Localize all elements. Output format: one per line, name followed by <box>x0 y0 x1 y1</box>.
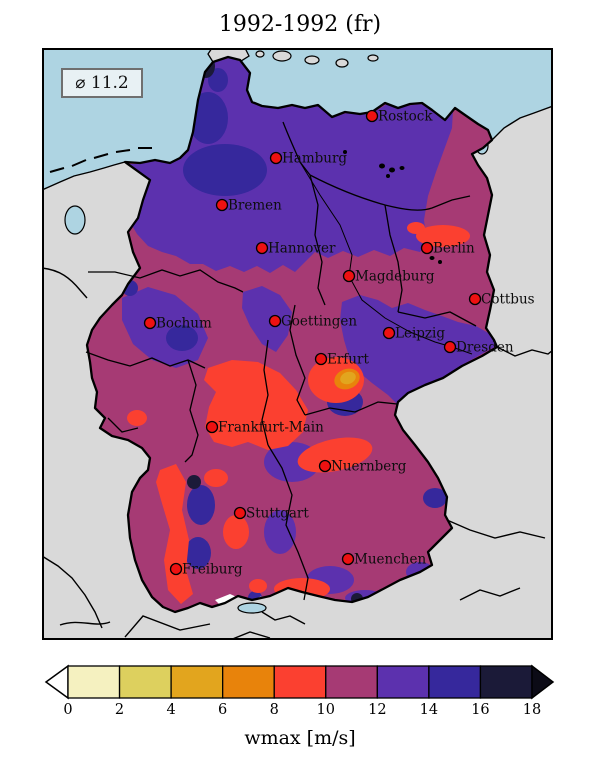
city-marker <box>443 340 457 354</box>
city-label: Leipzig <box>395 326 445 342</box>
axes-frame <box>42 48 553 640</box>
colorbar-segment <box>222 665 275 699</box>
city-label: Nuernberg <box>331 459 407 475</box>
city-marker <box>314 352 328 366</box>
colorbar <box>44 664 555 700</box>
city-marker <box>420 241 434 255</box>
colorbar-label: wmax [m/s] <box>244 727 356 749</box>
city-marker <box>468 292 482 306</box>
colorbar-segment <box>170 665 224 699</box>
city-marker <box>233 506 247 520</box>
city-marker <box>365 109 379 123</box>
colorbar-tick: 6 <box>218 702 228 718</box>
city-label: Berlin <box>433 241 475 257</box>
colorbar-segment <box>67 665 121 699</box>
city-marker <box>318 459 332 473</box>
neighbor-borders <box>42 267 553 640</box>
mecklenburg-lakes <box>343 150 442 264</box>
colorbar-tick: 10 <box>316 702 335 718</box>
city-label: Bremen <box>228 198 282 214</box>
mean-value-box: ⌀ 11.2 <box>61 68 143 98</box>
colorbar-segment <box>118 665 172 699</box>
lake-constance <box>237 602 267 614</box>
germany-wmax-contour-map: Rostock Hamburg Bremen Hannover Berlin Magdeb… <box>42 48 553 640</box>
city-label: Freiburg <box>182 562 243 578</box>
city-label: Magdeburg <box>355 269 435 285</box>
city-label: Goettingen <box>281 314 357 330</box>
city-label: Cottbus <box>481 292 535 308</box>
colorbar-segment <box>376 665 430 699</box>
city-label: Rostock <box>378 109 433 125</box>
city-marker <box>255 241 269 255</box>
colorbar-segment <box>273 665 327 699</box>
city-marker <box>143 316 157 330</box>
city-marker <box>269 151 283 165</box>
colorbar-tick: 12 <box>368 702 387 718</box>
colorbar-over-arrow <box>531 664 555 700</box>
city-marker <box>341 552 355 566</box>
colorbar-segment <box>428 665 482 699</box>
colorbar-segment <box>479 665 533 699</box>
city-marker <box>382 326 396 340</box>
city-marker <box>342 269 356 283</box>
colorbar-tick: 0 <box>63 702 73 718</box>
city-label: Hamburg <box>282 151 347 167</box>
ijsselmeer-lake <box>64 205 86 235</box>
city-marker <box>215 198 229 212</box>
city-marker <box>205 420 219 434</box>
colorbar-segment <box>325 665 378 699</box>
map-axes: Rostock Hamburg Bremen Hannover Berlin Magdeb… <box>42 48 553 640</box>
colorbar-tick: 4 <box>166 702 176 718</box>
city-label: Frankfurt-Main <box>218 420 324 436</box>
frisian-islands <box>49 147 152 173</box>
city-label: Dresden <box>456 340 514 356</box>
colorbar-under-arrow <box>44 664 69 700</box>
state-borders <box>85 121 477 601</box>
city-marker <box>268 314 282 328</box>
colorbar-tick: 2 <box>114 702 125 718</box>
city-markers: Rostock Hamburg Bremen Hannover Berlin Magdeb… <box>143 109 535 578</box>
city-label: Muenchen <box>354 552 426 568</box>
city-label: Hannover <box>268 241 336 257</box>
colorbar-tick: 8 <box>269 702 279 718</box>
colorbar-tick: 16 <box>471 702 490 718</box>
elbe-river <box>299 161 473 355</box>
colorbar-tick: 14 <box>419 702 439 718</box>
plot-title: 1992-1992 (fr) <box>218 12 382 37</box>
germany-border <box>85 55 499 614</box>
contour-patches <box>122 57 496 612</box>
colorbar-tick: 18 <box>522 702 542 718</box>
danish-islands <box>255 50 379 68</box>
city-label: Erfurt <box>327 352 369 368</box>
city-label: Stuttgart <box>246 506 309 522</box>
city-label: Bochum <box>156 316 212 332</box>
city-marker <box>169 562 183 576</box>
